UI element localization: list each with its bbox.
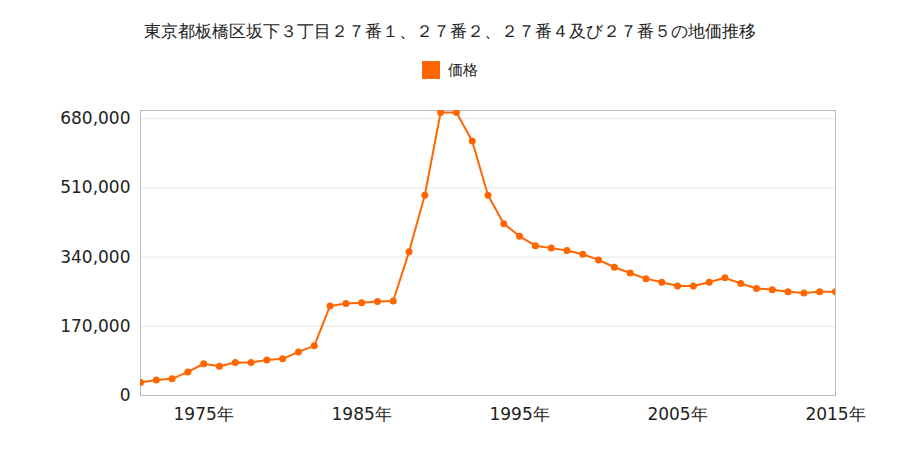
- svg-text:1995年: 1995年: [489, 404, 549, 424]
- svg-text:2015年: 2015年: [805, 404, 865, 424]
- html-text:東京都板橋区坂下３丁目２７番１、２７番２、２７番４及び２７番: 東京都板橋区坂下３丁目２７番１、２７番２、２７番４及び２７番５の地価推移: [144, 21, 756, 41]
- svg-text:0: 0: [120, 385, 131, 405]
- html-text:価格: 価格: [448, 60, 478, 79]
- svg-text:1985年: 1985年: [332, 404, 392, 424]
- svg-text:2005年: 2005年: [647, 404, 707, 424]
- svg-text:1975年: 1975年: [174, 404, 234, 424]
- svg-text:340,000: 340,000: [60, 247, 130, 267]
- svg-text:510,000: 510,000: [60, 177, 130, 197]
- svg-text:680,000: 680,000: [60, 108, 130, 128]
- svg-text:170,000: 170,000: [60, 316, 130, 336]
